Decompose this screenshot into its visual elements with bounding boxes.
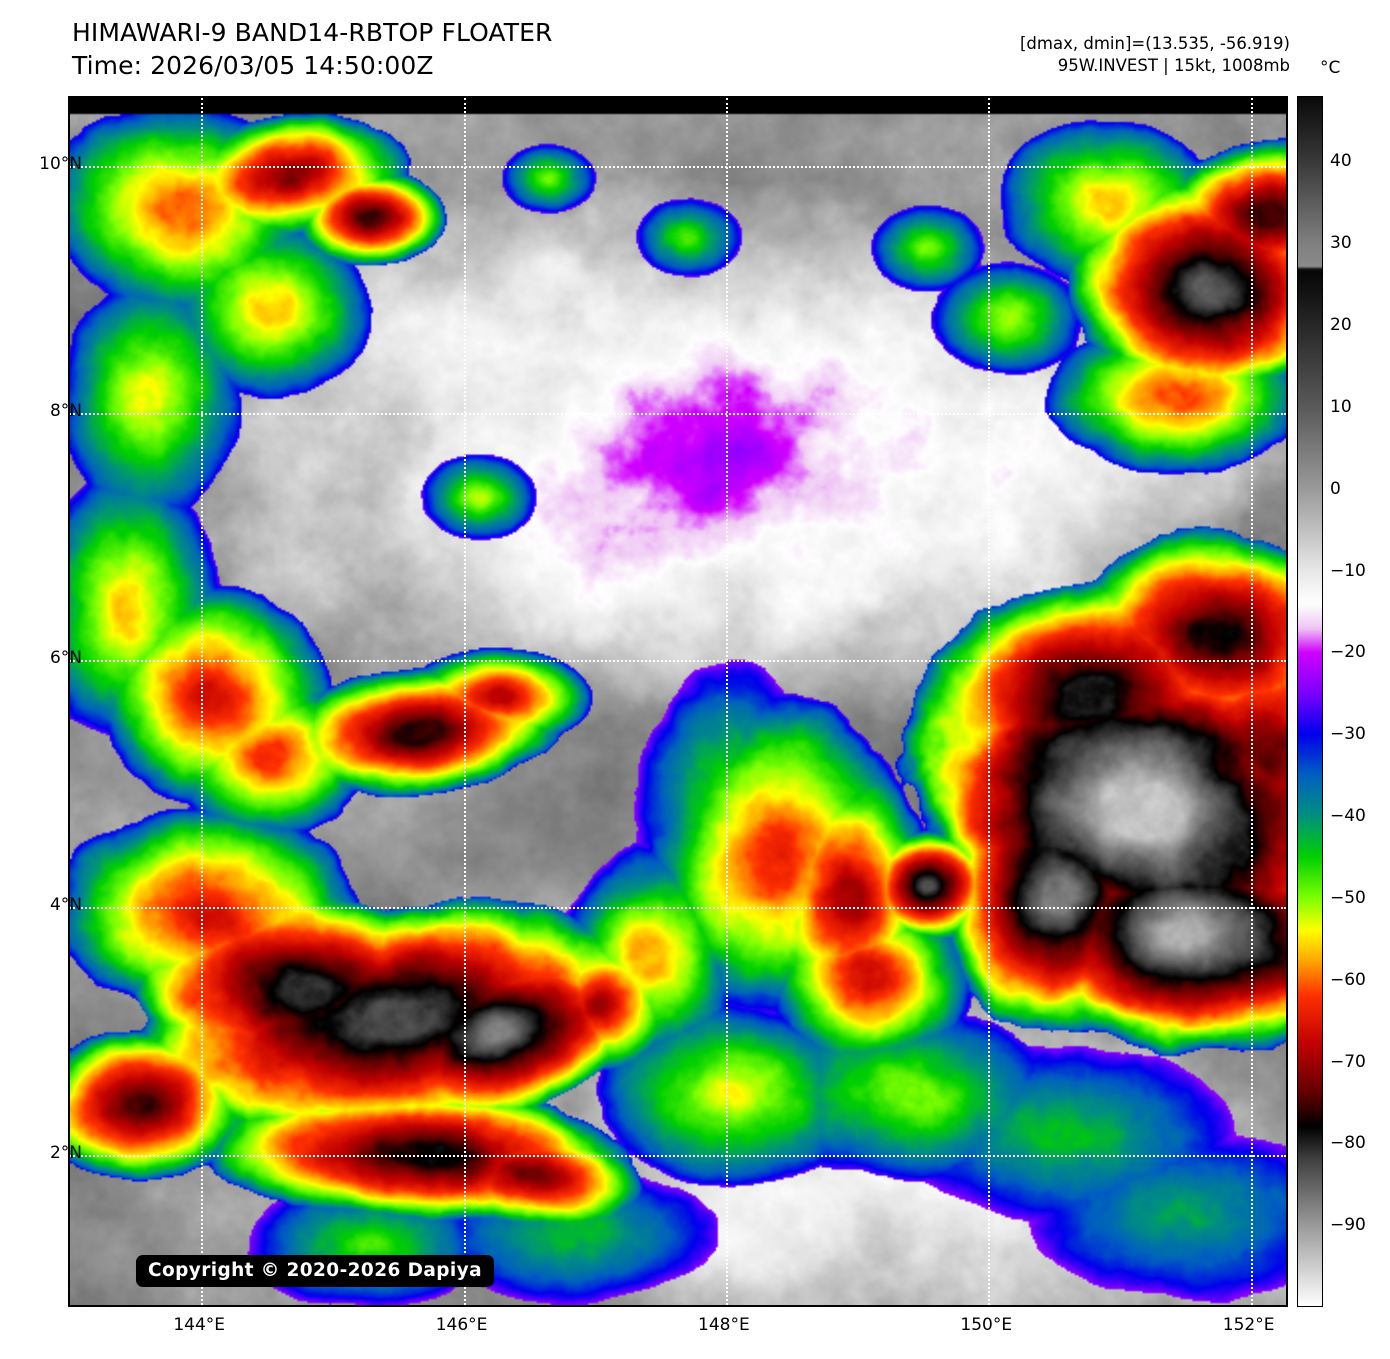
copyright-banner: Copyright © 2020-2026 Dapiya: [136, 1255, 494, 1287]
colorbar-gradient: [1297, 96, 1323, 1307]
colorbar-tick-label: 40: [1330, 151, 1352, 172]
colorbar[interactable]: [1297, 96, 1323, 1307]
colorbar-tick-label: −60: [1330, 969, 1366, 990]
lon-tick-label: 152°E: [1222, 1315, 1275, 1335]
lat-tick-label: 2°N: [49, 1142, 82, 1163]
colorbar-tick-label: −50: [1330, 887, 1366, 908]
colorbar-tick-label: 30: [1330, 233, 1352, 254]
colorbar-tick-label: 0: [1330, 478, 1341, 499]
colorbar-tick-label: −20: [1330, 642, 1366, 663]
colorbar-tick-label: −10: [1330, 560, 1366, 581]
colorbar-unit-label: °C: [1320, 58, 1341, 78]
colorbar-tick-label: −40: [1330, 806, 1366, 827]
colorbar-tick-label: −30: [1330, 724, 1366, 745]
lat-tick-label: 4°N: [49, 895, 82, 916]
lon-tick-label: 146°E: [435, 1315, 488, 1335]
lon-tick-label: 148°E: [698, 1315, 750, 1335]
timestamp-label: Time: 2026/03/05 14:50:00Z: [72, 50, 434, 80]
storm-info-label: 95W.INVEST | 15kt, 1008mb: [1057, 56, 1290, 76]
header-title-block: HIMAWARI-9 BAND14-RBTOP FLOATER Time: 20…: [72, 17, 552, 82]
colorbar-tick-label: 10: [1330, 396, 1352, 417]
page-title: HIMAWARI-9 BAND14-RBTOP FLOATER: [72, 18, 553, 47]
lat-tick-label: 6°N: [49, 648, 82, 669]
colorbar-tick-label: −80: [1330, 1133, 1366, 1154]
satellite-imagery-canvas: [70, 98, 1286, 1305]
header-meta-block: [dmax, dmin]=(13.535, -56.919) 95W.INVES…: [1020, 33, 1290, 78]
lon-tick-label: 144°E: [173, 1315, 226, 1335]
satellite-image-plot[interactable]: Copyright © 2020-2026 Dapiya: [68, 96, 1288, 1307]
colorbar-tick-label: 20: [1330, 315, 1352, 336]
colorbar-tick-label: −70: [1330, 1051, 1366, 1072]
lat-tick-label: 10°N: [39, 153, 82, 174]
lat-tick-label: 8°N: [49, 401, 82, 422]
lon-tick-label: 150°E: [960, 1315, 1013, 1335]
colorbar-tick-label: −90: [1330, 1215, 1366, 1236]
dmax-dmin-label: [dmax, dmin]=(13.535, -56.919): [1020, 34, 1290, 53]
